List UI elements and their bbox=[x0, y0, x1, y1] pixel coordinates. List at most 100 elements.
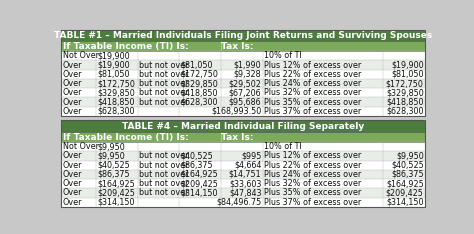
Text: but not over: but not over bbox=[139, 161, 188, 170]
Text: Over: Over bbox=[63, 151, 82, 160]
Text: $81,050: $81,050 bbox=[97, 70, 129, 79]
Text: $33,603: $33,603 bbox=[229, 179, 262, 188]
Text: $172,750: $172,750 bbox=[386, 79, 424, 88]
Text: $19,900: $19,900 bbox=[391, 61, 424, 69]
Text: If Taxable Income (TI) Is:: If Taxable Income (TI) Is: bbox=[63, 42, 188, 51]
Text: $86,375: $86,375 bbox=[181, 161, 213, 170]
Bar bbox=[61, 51, 425, 60]
Bar bbox=[61, 29, 425, 116]
Text: Plus 12% of excess over: Plus 12% of excess over bbox=[264, 151, 362, 160]
Text: $81,050: $81,050 bbox=[391, 70, 424, 79]
Text: Over: Over bbox=[63, 88, 82, 97]
Text: $29,502: $29,502 bbox=[228, 79, 262, 88]
Text: $329,850: $329,850 bbox=[97, 88, 135, 97]
Text: $81,050: $81,050 bbox=[181, 61, 213, 69]
Text: $418,850: $418,850 bbox=[97, 98, 135, 106]
Text: $168,993.50: $168,993.50 bbox=[211, 107, 262, 116]
Bar bbox=[61, 121, 425, 207]
Text: $628,300: $628,300 bbox=[97, 107, 135, 116]
Text: 10% of TI: 10% of TI bbox=[264, 142, 302, 151]
Text: but not over: but not over bbox=[139, 79, 188, 88]
Bar bbox=[61, 79, 425, 88]
Text: $19,900: $19,900 bbox=[97, 61, 130, 69]
Text: Plus 22% of excess over: Plus 22% of excess over bbox=[264, 161, 362, 170]
Text: Not Over: Not Over bbox=[63, 51, 99, 60]
Bar bbox=[61, 188, 425, 197]
Text: Tax Is:: Tax Is: bbox=[221, 42, 254, 51]
Text: Plus 22% of excess over: Plus 22% of excess over bbox=[264, 70, 362, 79]
Text: $418,850: $418,850 bbox=[181, 88, 218, 97]
Text: but not over: but not over bbox=[139, 61, 188, 69]
Text: $9,950: $9,950 bbox=[396, 151, 424, 160]
Text: Plus 35% of excess over: Plus 35% of excess over bbox=[264, 188, 362, 197]
Text: Over: Over bbox=[63, 198, 82, 207]
Text: Plus 37% of excess over: Plus 37% of excess over bbox=[264, 198, 362, 207]
Text: Over: Over bbox=[63, 161, 82, 170]
Bar bbox=[61, 97, 425, 107]
Text: $172,750: $172,750 bbox=[181, 70, 219, 79]
Text: Plus 12% of excess over: Plus 12% of excess over bbox=[264, 61, 362, 69]
Bar bbox=[61, 41, 425, 51]
Text: $209,425: $209,425 bbox=[386, 188, 424, 197]
Text: $209,425: $209,425 bbox=[181, 179, 219, 188]
Text: TABLE #4 – Married Individual Filing Separately: TABLE #4 – Married Individual Filing Sep… bbox=[122, 122, 364, 131]
Text: $84,496.75: $84,496.75 bbox=[216, 198, 262, 207]
Bar bbox=[61, 151, 425, 161]
Text: $329,850: $329,850 bbox=[181, 79, 219, 88]
Text: $314,150: $314,150 bbox=[181, 188, 218, 197]
Text: $40,525: $40,525 bbox=[391, 161, 424, 170]
Bar bbox=[61, 170, 425, 179]
Text: $1,990: $1,990 bbox=[234, 61, 262, 69]
Bar bbox=[61, 88, 425, 97]
Text: Over: Over bbox=[63, 170, 82, 179]
Bar bbox=[61, 107, 425, 116]
Text: but not over: but not over bbox=[139, 179, 188, 188]
Text: $14,751: $14,751 bbox=[229, 170, 262, 179]
Text: Plus 24% of excess over: Plus 24% of excess over bbox=[264, 79, 362, 88]
Text: $86,375: $86,375 bbox=[391, 170, 424, 179]
Text: Not Over: Not Over bbox=[63, 142, 99, 151]
Text: $172,750: $172,750 bbox=[97, 79, 135, 88]
Text: Tax Is:: Tax Is: bbox=[221, 132, 254, 142]
Text: $67,206: $67,206 bbox=[229, 88, 262, 97]
Bar bbox=[61, 161, 425, 170]
Text: Over: Over bbox=[63, 107, 82, 116]
Bar bbox=[61, 142, 425, 151]
Bar bbox=[61, 60, 425, 70]
Text: If Taxable Income (TI) Is:: If Taxable Income (TI) Is: bbox=[63, 132, 188, 142]
Bar bbox=[61, 197, 425, 207]
Text: $164,925: $164,925 bbox=[97, 179, 135, 188]
Text: $314,150: $314,150 bbox=[97, 198, 135, 207]
Text: Over: Over bbox=[63, 179, 82, 188]
Text: $40,525: $40,525 bbox=[181, 151, 213, 160]
Text: but not over: but not over bbox=[139, 151, 188, 160]
Text: but not over: but not over bbox=[139, 88, 188, 97]
Text: $4,664: $4,664 bbox=[234, 161, 262, 170]
Text: but not over: but not over bbox=[139, 70, 188, 79]
Bar bbox=[61, 29, 425, 41]
Text: $628,300: $628,300 bbox=[181, 98, 218, 106]
Text: $47,843: $47,843 bbox=[229, 188, 262, 197]
Text: $164,925: $164,925 bbox=[386, 179, 424, 188]
Text: but not over: but not over bbox=[139, 170, 188, 179]
Text: $209,425: $209,425 bbox=[97, 188, 135, 197]
Text: $9,328: $9,328 bbox=[234, 70, 262, 79]
Text: Plus 37% of excess over: Plus 37% of excess over bbox=[264, 107, 362, 116]
Text: $95,686: $95,686 bbox=[229, 98, 262, 106]
Text: Plus 35% of excess over: Plus 35% of excess over bbox=[264, 98, 362, 106]
Text: TABLE #1 – Married Individuals Filing Joint Returns and Surviving Spouses: TABLE #1 – Married Individuals Filing Jo… bbox=[54, 31, 432, 40]
Text: but not over: but not over bbox=[139, 98, 188, 106]
Text: Plus 32% of excess over: Plus 32% of excess over bbox=[264, 88, 362, 97]
Text: but not over: but not over bbox=[139, 188, 188, 197]
Bar bbox=[61, 121, 425, 132]
Text: $9,950: $9,950 bbox=[97, 142, 125, 151]
Text: $995: $995 bbox=[241, 151, 262, 160]
Text: Over: Over bbox=[63, 61, 82, 69]
Text: Plus 32% of excess over: Plus 32% of excess over bbox=[264, 179, 362, 188]
Text: $19,900: $19,900 bbox=[97, 51, 130, 60]
Text: $164,925: $164,925 bbox=[181, 170, 219, 179]
Text: $628,300: $628,300 bbox=[386, 107, 424, 116]
Text: Plus 24% of excess over: Plus 24% of excess over bbox=[264, 170, 362, 179]
Text: Over: Over bbox=[63, 70, 82, 79]
Bar bbox=[61, 179, 425, 188]
